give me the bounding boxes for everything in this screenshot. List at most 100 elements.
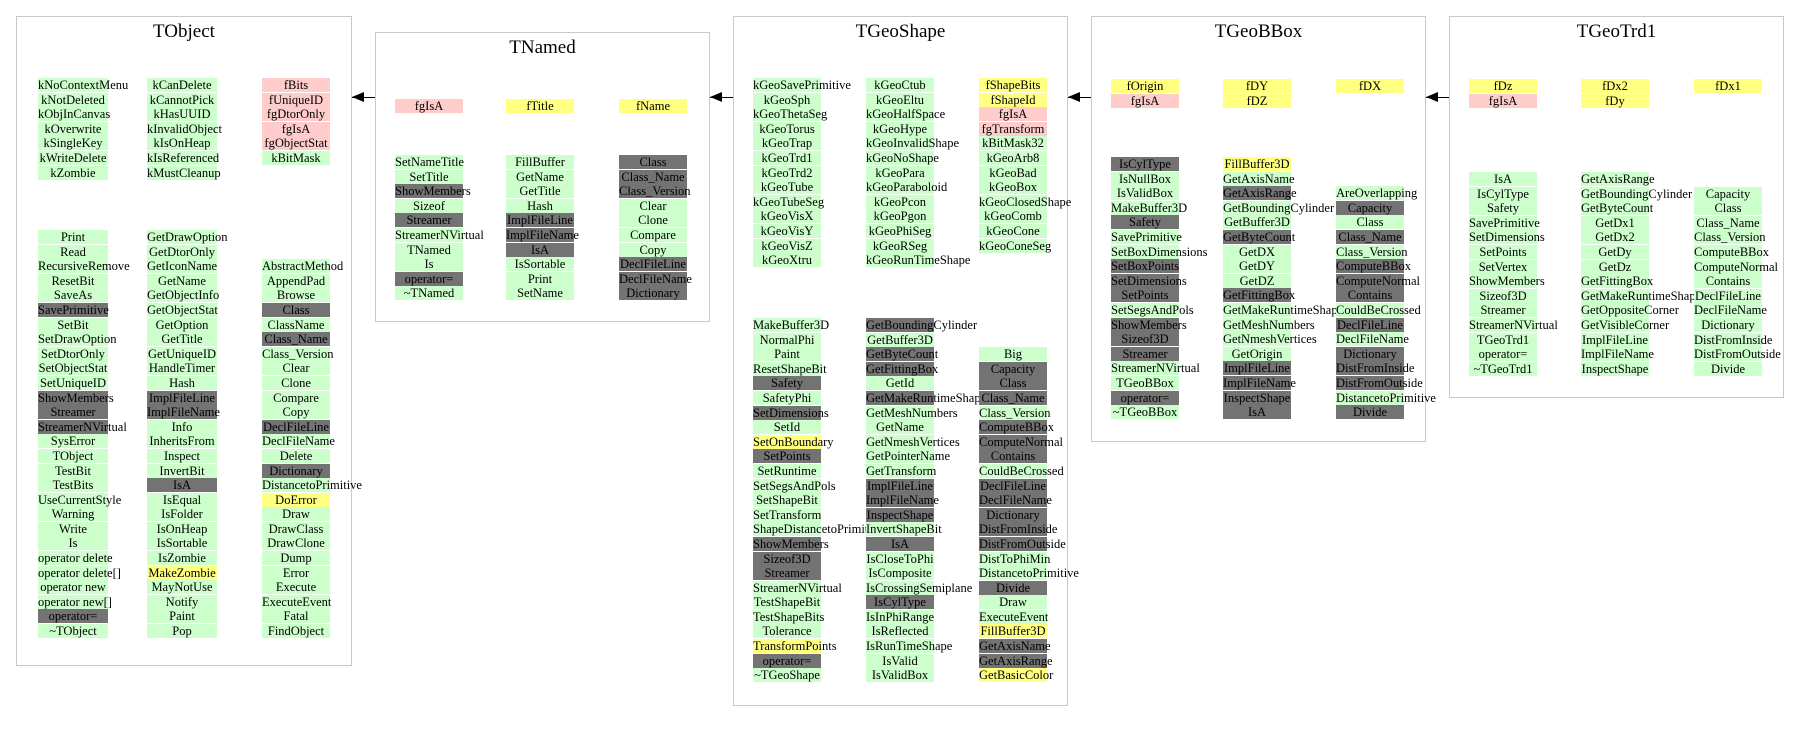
member-entry: kIsReferenced xyxy=(147,150,220,165)
member-entry: Sizeof3D xyxy=(1469,288,1537,303)
member-entry: fDY xyxy=(1223,79,1291,93)
tnamed-member-column: SetNameTitle SetTitle ShowMembers Sizeof Str… xyxy=(395,155,484,301)
member-entry: Dictionary xyxy=(262,463,330,478)
member-entry: ClassName xyxy=(262,317,330,332)
member-entry: FillBuffer3D xyxy=(1223,157,1291,171)
member-entry: MakeBuffer3D xyxy=(1111,200,1188,215)
member-entry: GetDX xyxy=(1223,244,1291,259)
member-entry: DistFromInside xyxy=(979,522,1058,537)
member-entry: operator= xyxy=(1111,390,1179,405)
member-entry: fOrigin xyxy=(1111,79,1179,93)
member-entry: SetOnBoundary xyxy=(753,434,834,449)
member-entry: ~TGeoBBox xyxy=(1111,405,1179,420)
member-entry: Sizeof3D xyxy=(1111,332,1179,347)
member-entry: kGeoTube xyxy=(753,180,821,195)
member-entry: DeclFileLine xyxy=(1336,317,1404,332)
member-entry: kGeoPcon xyxy=(866,194,934,209)
member-entry: StreamerNVirtual xyxy=(395,227,484,242)
member-entry: kGeoXtru xyxy=(753,253,821,268)
member-entry: ImplFileLine xyxy=(866,478,934,493)
member-entry: kZombie xyxy=(38,165,108,180)
tgeoshape-member-column: Big Capacity Class Class_Name Class_Version C… xyxy=(979,318,1079,683)
member-entry: GetDy xyxy=(1581,244,1649,259)
member-entry: IsSortable xyxy=(506,257,574,272)
member-entry: Class xyxy=(619,155,687,169)
member-entry xyxy=(979,333,1047,347)
member-entry: TGeoTrd1 xyxy=(1469,332,1537,347)
member-entry: IsNullBox xyxy=(1111,171,1179,186)
member-entry: GetTitle xyxy=(506,184,574,199)
member-entry: kGeoInvalidShape xyxy=(866,136,960,151)
member-entry: ShowMembers xyxy=(1111,317,1187,332)
member-entry: GetByteCount xyxy=(866,347,939,362)
member-entry: DistFromOutside xyxy=(1336,375,1423,390)
member-entry: Compare xyxy=(262,390,330,405)
member-entry: DeclFileName xyxy=(262,434,335,449)
member-entry: TestBit xyxy=(38,463,108,478)
member-entry: Class_Version xyxy=(1694,230,1766,245)
member-entry: Contains xyxy=(1694,274,1762,289)
member-entry: Streamer xyxy=(1469,303,1537,318)
member-entry: Streamer xyxy=(1111,346,1179,361)
member-entry: GetAxisName xyxy=(1223,171,1295,186)
member-entry: Delete xyxy=(262,448,330,463)
member-entry: Copy xyxy=(619,242,687,257)
tgeobbox-member-column: fOrigin fgIsA xyxy=(1111,79,1179,108)
member-entry: fgIsA xyxy=(395,99,463,113)
member-entry: kGeoThetaSeg xyxy=(753,107,828,122)
member-entry: ImplFileName xyxy=(1581,347,1654,362)
member-entry: DeclFileName xyxy=(1336,332,1409,347)
member-entry: kCannotPick xyxy=(147,92,217,107)
member-entry: GetAxisRange xyxy=(1581,172,1655,186)
tobject-member-column: Print Read RecursiveRemove ResetBit SaveAs Sa… xyxy=(38,230,130,639)
class-title: TGeoTrd1 xyxy=(1576,21,1657,42)
member-entry: IsFolder xyxy=(147,507,217,522)
member-entry: SetDimensions xyxy=(1469,230,1545,245)
member-entry: Draw xyxy=(262,507,330,522)
member-entry: IsOnHeap xyxy=(147,521,217,536)
member-entry: Contains xyxy=(1336,288,1404,303)
member-entry: FillBuffer3D xyxy=(979,624,1047,639)
member-entry: Is xyxy=(395,257,463,272)
member-entry: Streamer xyxy=(753,566,821,581)
member-entry: Class_Version xyxy=(619,184,691,199)
member-entry: DeclFileLine xyxy=(1694,288,1762,303)
member-entry: IsComposite xyxy=(866,566,934,581)
tnamed-member-column: fName xyxy=(619,99,687,114)
member-entry: ComputeNormal xyxy=(979,434,1064,449)
member-entry: GetNmeshVertices xyxy=(866,434,960,449)
member-entry: InheritsFrom xyxy=(147,434,217,449)
member-entry: IsZombie xyxy=(147,551,217,566)
member-entry: SavePrimitive xyxy=(1111,229,1182,244)
member-entry: operator= xyxy=(38,609,108,624)
member-entry: kGeoTrd1 xyxy=(753,150,821,165)
member-entry: Sizeof3D xyxy=(753,551,821,566)
member-entry: Fatal xyxy=(262,609,330,624)
member-entry: ImplFileLine xyxy=(147,390,217,405)
member-entry: ~TNamed xyxy=(395,286,463,301)
member-entry: fBits xyxy=(262,78,330,92)
member-entry: SetNameTitle xyxy=(395,155,464,169)
member-entry: GetBoundingCylinder xyxy=(1581,186,1693,201)
member-entry: kGeoPhiSeg xyxy=(866,223,934,238)
member-entry: GetOppositeCorner xyxy=(1581,303,1679,318)
member-entry: GetDrawOption xyxy=(147,230,228,244)
tobject-member-column: kNoContextMenu kNotDeleted kObjInCanvas kOv… xyxy=(38,78,128,180)
member-entry: Class_Version xyxy=(262,346,334,361)
member-entry: SysError xyxy=(38,434,108,449)
member-entry: Safety xyxy=(1111,215,1179,230)
member-entry: Warning xyxy=(38,507,108,522)
member-entry: Sizeof xyxy=(395,198,463,213)
member-entry: ComputeNormal xyxy=(1336,273,1421,288)
member-entry: Streamer xyxy=(38,405,108,420)
member-entry: GetByteCount xyxy=(1223,229,1296,244)
member-entry: CouldBeCrossed xyxy=(1336,302,1421,317)
member-entry: kGeoComb xyxy=(979,209,1047,224)
tobject-member-column: fBits fUniqueID fgDtorOnly fgIsA fgObjectSta… xyxy=(262,78,330,166)
member-entry: SetBit xyxy=(38,317,108,332)
member-entry: ~TGeoShape xyxy=(753,668,821,683)
member-entry: SetId xyxy=(753,420,821,435)
tgeotrd1-member-column: Capacity Class Class_Name Class_Version Comp… xyxy=(1694,172,1781,376)
tgeotrd1-member-column: fDx2 fDy xyxy=(1581,79,1649,108)
member-entry: SetTransform xyxy=(753,507,822,522)
